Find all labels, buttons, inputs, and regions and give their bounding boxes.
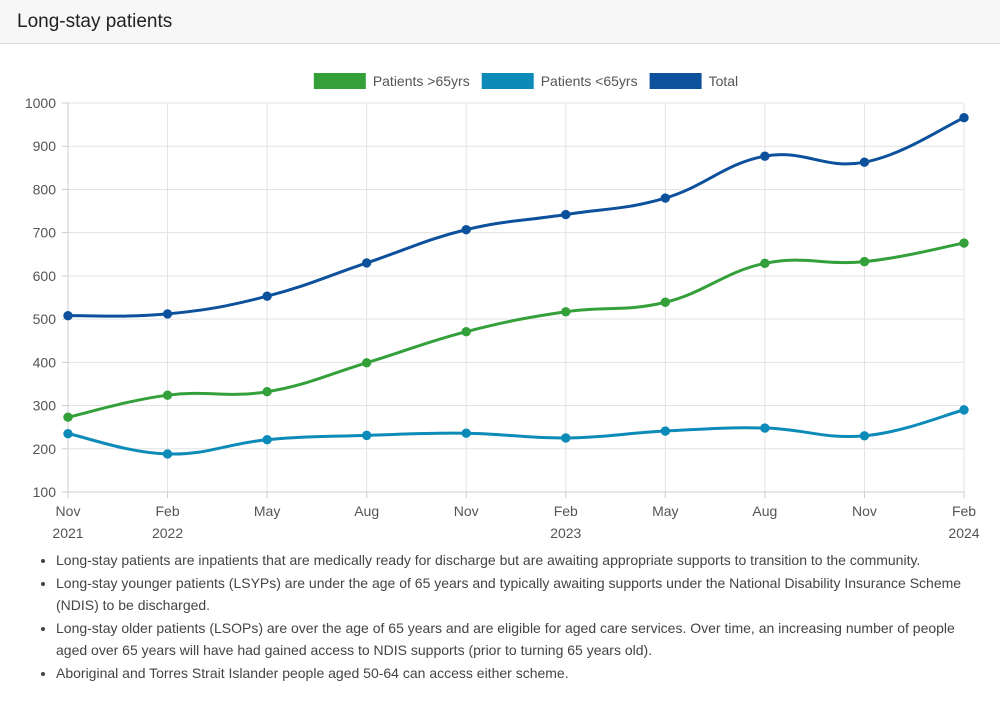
y-tick-label: 500	[33, 311, 57, 327]
legend-label: Patients <65yrs	[541, 73, 638, 89]
x-tick-label: May	[254, 503, 280, 519]
data-point	[760, 258, 770, 269]
data-point	[262, 435, 272, 445]
data-point	[859, 431, 870, 441]
data-point	[461, 428, 471, 438]
data-point	[262, 387, 272, 397]
y-tick-label: 1000	[25, 95, 56, 111]
data-point	[361, 258, 372, 268]
data-point	[760, 423, 770, 433]
x-tick-label: Nov	[56, 503, 81, 519]
data-point	[660, 297, 671, 307]
series-line	[66, 241, 966, 419]
x-tick-label: Nov	[454, 503, 479, 519]
notes-list: Long-stay patients are inpatients that a…	[0, 549, 1000, 684]
page-title: Long-stay patients	[17, 10, 173, 32]
legend-swatch	[649, 73, 702, 89]
note-item: Long-stay patients are inpatients that a…	[56, 549, 980, 572]
legend-label: Patients >65yrs	[373, 73, 470, 89]
y-tick-label: 600	[33, 268, 57, 284]
data-point	[859, 256, 870, 267]
data-point	[63, 310, 73, 321]
x-tick-label: Feb	[952, 503, 976, 519]
data-point	[461, 326, 471, 337]
x-tick-label: May	[652, 503, 678, 519]
data-point	[63, 428, 73, 439]
data-point	[361, 430, 372, 441]
x-tick-year-label: 2024	[948, 525, 979, 541]
data-point	[561, 307, 571, 317]
note-item: Aboriginal and Torres Strait Islander pe…	[56, 662, 980, 685]
data-point	[361, 358, 372, 368]
legend-swatch	[313, 73, 366, 89]
data-point	[162, 390, 173, 400]
y-tick-label: 200	[33, 441, 57, 457]
data-point	[561, 433, 571, 443]
note-item: Long-stay younger patients (LSYPs) are u…	[56, 572, 980, 617]
y-tick-label: 700	[33, 225, 57, 241]
chart-container: 100 200 300 400 500 600 700 800 900 1000 Nov 2021 Fe…	[0, 44, 1000, 549]
x-tick-year-label: 2022	[152, 525, 183, 541]
data-point	[63, 412, 73, 422]
series-line	[66, 116, 966, 318]
line-chart: 100 200 300 400 500 600 700 800 900 1000 Nov 2021 Fe…	[25, 73, 980, 541]
legend-label: Total	[709, 73, 739, 89]
x-tick-label: Feb	[554, 503, 578, 519]
data-point	[959, 405, 969, 415]
data-point	[959, 112, 969, 123]
y-tick-label: 400	[33, 354, 57, 370]
data-point	[162, 309, 173, 319]
data-point	[959, 238, 969, 248]
note-item: Long-stay older patients (LSOPs) are ove…	[56, 617, 980, 662]
legend-swatch	[481, 73, 534, 89]
data-point	[162, 449, 173, 459]
data-point	[660, 426, 671, 436]
x-tick-year-label: 2023	[550, 525, 581, 541]
data-point	[660, 193, 671, 203]
y-tick-label: 900	[33, 138, 57, 154]
data-point	[859, 157, 870, 167]
x-tick-label: Nov	[852, 503, 877, 519]
series-line	[66, 408, 966, 456]
x-tick-label: Aug	[752, 503, 777, 519]
page-header: Long-stay patients	[0, 0, 1000, 44]
data-point	[461, 224, 471, 235]
x-tick-label: Aug	[354, 503, 379, 519]
data-point	[262, 291, 272, 301]
x-tick-label: Feb	[155, 503, 179, 519]
y-tick-label: 800	[33, 181, 57, 197]
data-point	[561, 209, 571, 220]
x-tick-year-label: 2021	[52, 525, 83, 541]
data-point	[760, 151, 770, 161]
y-tick-label: 100	[33, 484, 57, 500]
y-tick-label: 300	[33, 398, 57, 414]
